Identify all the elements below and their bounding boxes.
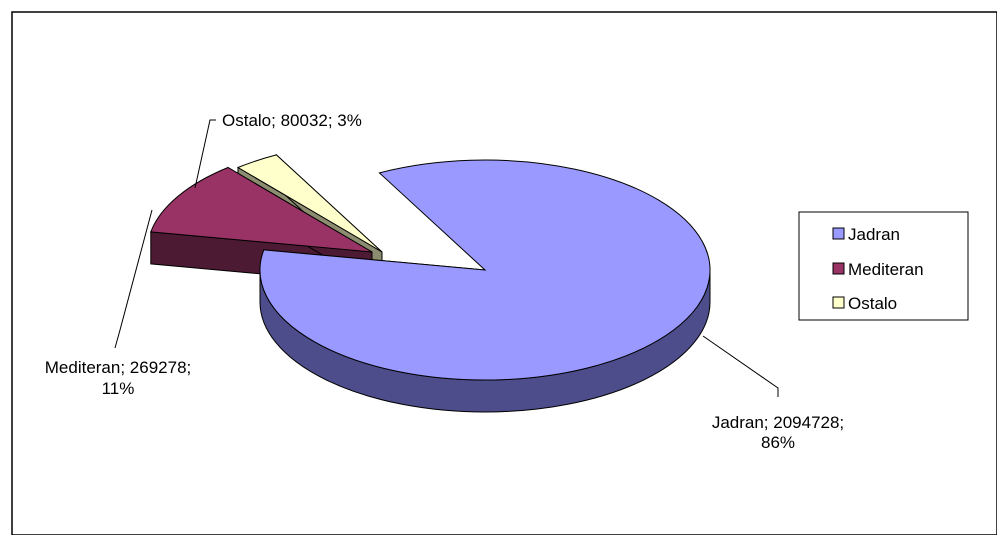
legend-box [798,211,969,321]
data-label-mediteran-line2: 11% [102,379,135,398]
legend-swatch-ostalo [832,296,845,309]
data-label-mediteran-line1: Mediteran; 269278; [45,358,192,377]
slice-top-ostalo [236,154,383,253]
legend-label-jadran: Jadran [848,225,900,244]
legend: Jadran Mediteran Ostalo [798,211,969,321]
legend-label-mediteran: Mediteran [848,260,924,279]
slice-top-jadran [259,159,711,381]
pie-slices [150,153,711,413]
data-label-jadran-line2: 86% [761,433,795,452]
leader-line-jadran [702,335,779,397]
legend-swatch-jadran [832,227,845,240]
legend-swatch-mediteran [832,262,845,275]
slice-top-mediteran [150,166,373,253]
leader-line-mediteran [114,209,153,349]
data-label-jadran-line1: Jadran; 2094728; [712,413,844,432]
leader-line-ostalo [194,119,216,189]
legend-label-ostalo: Ostalo [848,294,897,313]
data-label-ostalo: Ostalo; 80032; 3% [222,111,362,130]
